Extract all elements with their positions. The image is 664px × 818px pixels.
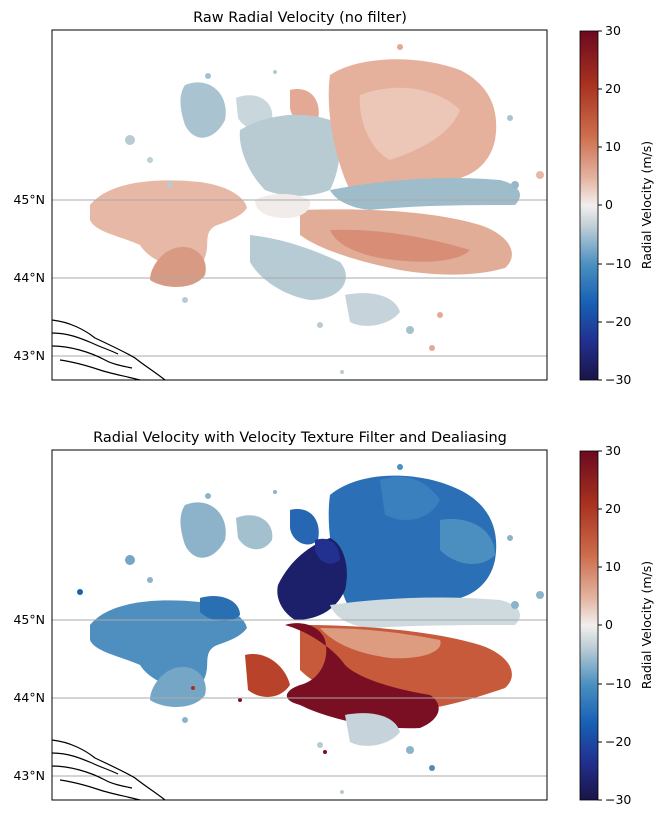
radar-field [90, 44, 544, 374]
cb-tick: 20 [605, 501, 621, 516]
plot-frame [51, 449, 548, 801]
lat-tick-45: 45°N [13, 612, 45, 627]
lat-tick-44: 44°N [13, 270, 45, 285]
panel-title: Raw Radial Velocity (no filter) [193, 10, 407, 26]
lat-gridlines [52, 199, 547, 357]
colorbar-gradient [579, 30, 599, 381]
radar-field [77, 464, 544, 794]
cb-tick: 10 [605, 559, 621, 574]
lat-gridlines [52, 619, 547, 777]
cb-tick: −30 [605, 792, 631, 807]
lat-tick-45: 45°N [13, 192, 45, 207]
panel-raw-velocity: Raw Radial Velocity (no filter) [13, 10, 654, 387]
cb-tick: 30 [605, 23, 621, 38]
cb-tick: −10 [605, 256, 631, 271]
plot-frame [51, 29, 548, 381]
colorbar-gradient [579, 450, 599, 801]
lat-tick-43: 43°N [13, 348, 45, 363]
cb-tick: −10 [605, 676, 631, 691]
colorbar: 30 20 10 0 −10 −20 −30 Radial Velocity (… [579, 443, 654, 807]
cb-tick: 0 [605, 617, 613, 632]
cb-tick: 20 [605, 81, 621, 96]
colorbar-ticks: 30 20 10 0 −10 −20 −30 [598, 443, 631, 807]
lat-tick-44: 44°N [13, 690, 45, 705]
lat-tick-43: 43°N [13, 768, 45, 783]
cb-tick: 0 [605, 197, 613, 212]
panel-dealiased-velocity: Radial Velocity with Velocity Texture Fi… [13, 430, 654, 807]
cb-tick: 30 [605, 443, 621, 458]
cb-tick: −20 [605, 314, 631, 329]
coastline [52, 319, 166, 380]
cb-tick: −20 [605, 734, 631, 749]
cb-tick: −30 [605, 372, 631, 387]
cb-tick: 10 [605, 139, 621, 154]
colorbar: 30 20 10 0 −10 −20 −30 Radial Velocity (… [579, 23, 654, 387]
colorbar-ticks: 30 20 10 0 −10 −20 −30 [598, 23, 631, 387]
panel-title: Radial Velocity with Velocity Texture Fi… [93, 430, 507, 446]
colorbar-label: Radial Velocity (m/s) [639, 561, 654, 689]
colorbar-label: Radial Velocity (m/s) [639, 141, 654, 269]
coastline [52, 739, 166, 800]
